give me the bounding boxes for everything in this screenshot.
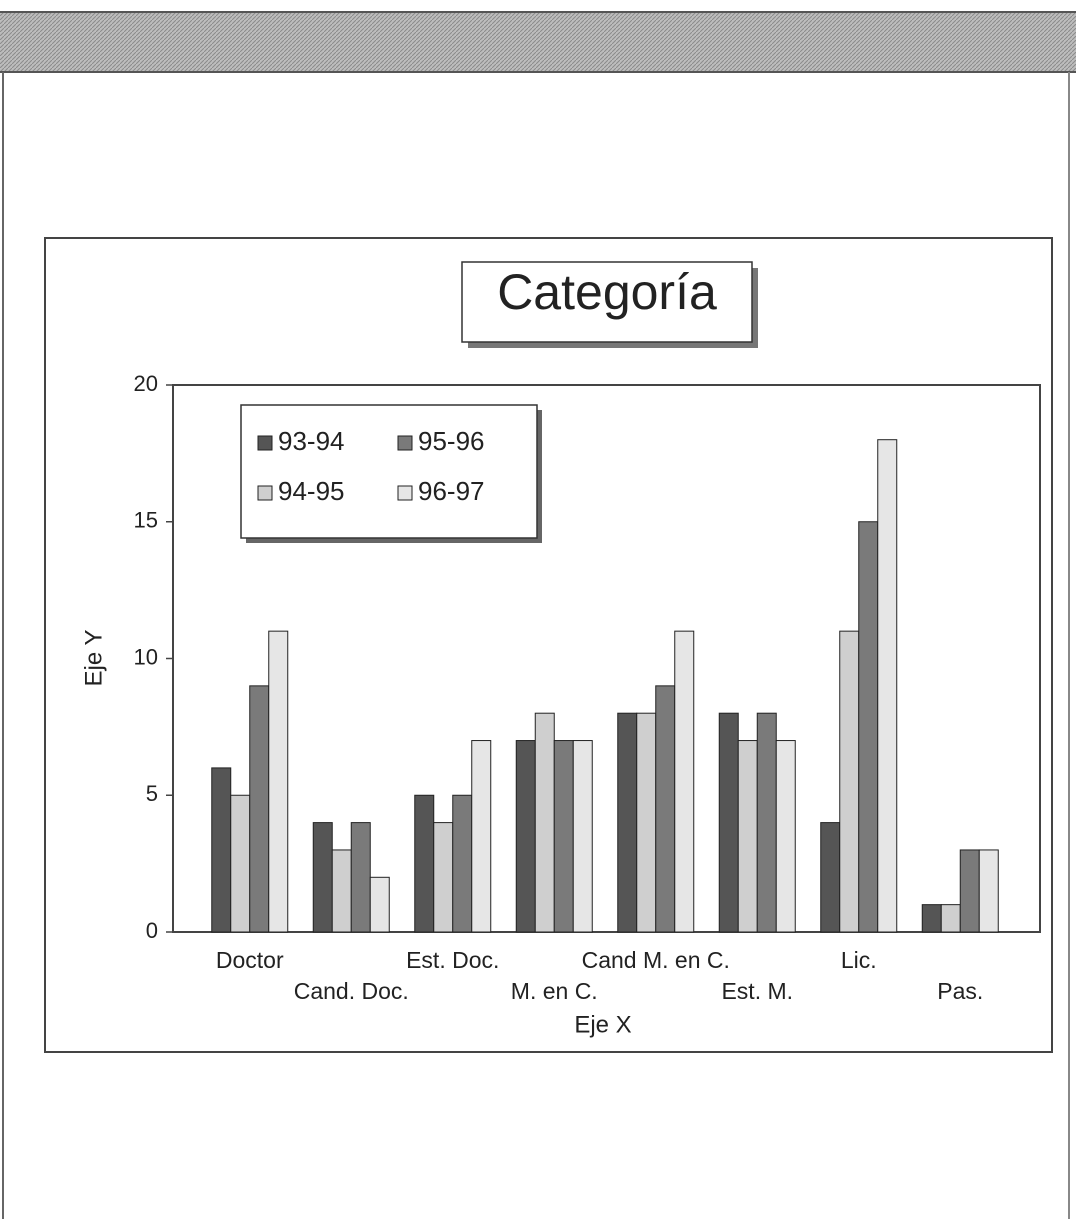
bar <box>617 712 638 933</box>
y-axis-label: Eje Y <box>80 630 107 687</box>
x-tick-label: Cand M. en C. <box>582 947 730 973</box>
x-tick-label: Est. Doc. <box>406 947 499 973</box>
bar <box>230 794 251 933</box>
y-tick-label: 5 <box>146 781 158 806</box>
legend-swatch <box>257 435 273 451</box>
x-tick-label: Doctor <box>216 947 284 973</box>
legend-label: 93-94 <box>278 426 345 456</box>
title-bar <box>0 12 1076 72</box>
bar <box>655 685 676 933</box>
chart-title: Categoría <box>497 264 717 320</box>
bar <box>572 740 593 933</box>
title-box <box>461 261 753 343</box>
legend-label: 95-96 <box>418 426 485 456</box>
bar <box>921 904 942 933</box>
bar <box>756 712 777 933</box>
bar <box>268 630 289 933</box>
bar <box>350 822 371 933</box>
x-tick-label: Cand. Doc. <box>294 978 409 1004</box>
bar <box>940 904 961 933</box>
bar <box>636 712 657 933</box>
bar <box>452 794 473 933</box>
bar <box>414 794 435 933</box>
y-tick-label: 10 <box>134 644 158 669</box>
bar <box>978 849 999 933</box>
bar <box>433 822 454 933</box>
x-tick-label: Pas. <box>937 978 983 1004</box>
legend-label: 94-95 <box>278 476 345 506</box>
bar <box>959 849 980 933</box>
y-tick-label: 0 <box>146 918 158 943</box>
bar <box>820 822 841 933</box>
bar <box>877 439 898 933</box>
legend-swatch <box>257 485 273 501</box>
bar <box>775 740 796 933</box>
y-tick-label: 20 <box>134 371 158 396</box>
bar <box>553 740 574 933</box>
x-tick-label: M. en C. <box>511 978 598 1004</box>
legend-swatch <box>397 485 413 501</box>
bar <box>534 712 555 933</box>
bar <box>331 849 352 933</box>
bar <box>737 740 758 933</box>
bar <box>471 740 492 933</box>
legend-swatch <box>397 435 413 451</box>
bar <box>249 685 270 933</box>
bar <box>312 822 333 933</box>
bar <box>369 876 390 933</box>
bar <box>858 521 879 933</box>
bar <box>674 630 695 933</box>
bar <box>718 712 739 933</box>
x-axis-label: Eje X <box>574 1011 631 1038</box>
bar <box>515 740 536 933</box>
bar <box>211 767 232 933</box>
legend-label: 96-97 <box>418 476 485 506</box>
x-tick-label: Lic. <box>841 947 877 973</box>
y-tick-label: 15 <box>134 508 158 533</box>
bar <box>839 630 860 933</box>
x-tick-label: Est. M. <box>721 978 793 1004</box>
legend-box <box>240 404 538 539</box>
